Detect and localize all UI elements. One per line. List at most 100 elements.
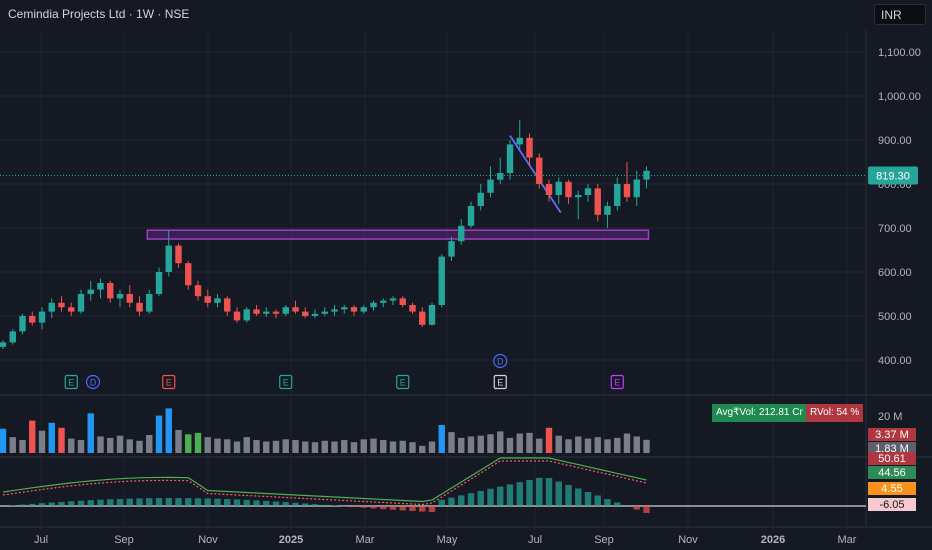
volume-bar (155, 415, 163, 453)
candle-body (194, 285, 202, 297)
candle-body (604, 206, 611, 215)
volume-bar (350, 442, 358, 453)
candle-body (614, 184, 621, 206)
macd-histogram-bar (594, 495, 601, 506)
macd-histogram-bar (107, 499, 114, 506)
last-price-label: 819.30 (876, 171, 910, 183)
candle-body (360, 307, 367, 312)
macd-histogram-bar (97, 499, 104, 506)
macd-histogram-bar (126, 498, 133, 506)
candle-body (594, 188, 601, 215)
macd-histogram-bar (380, 506, 387, 510)
earnings-marker (279, 374, 293, 390)
price-tick-label: 500.00 (878, 311, 912, 323)
candle-body (77, 294, 85, 312)
volume-bar (48, 422, 55, 453)
macd-histogram-bar (263, 500, 270, 506)
earnings-marker (64, 374, 78, 390)
time-tick-label: Jul (528, 534, 542, 546)
candle-body (302, 311, 309, 316)
volume-bar (77, 440, 85, 453)
rvol-badge: RVol: 54 % (806, 404, 864, 422)
macd-value-label: -6.05 (879, 499, 904, 511)
time-tick-label: Nov (198, 534, 218, 546)
candle-body (467, 206, 475, 226)
candle-body (263, 311, 270, 314)
candle-body (68, 307, 75, 312)
macd-histogram-bar (575, 488, 582, 506)
volume-bar (360, 439, 367, 453)
support-zone-box (146, 229, 650, 240)
volume-bar (136, 440, 143, 453)
macd-histogram-bar (146, 498, 153, 506)
candle-body (536, 157, 543, 184)
macd-histogram-bar (38, 503, 46, 506)
volume-bar (185, 434, 192, 453)
volume-bar (584, 438, 592, 453)
candle-body (87, 289, 94, 294)
volume-bar (614, 437, 621, 453)
volume-last-badge (868, 442, 916, 455)
macd-value-badge (868, 498, 916, 511)
volume-bar (126, 439, 133, 453)
volume-bar (428, 441, 436, 453)
macd-histogram-bar (224, 499, 231, 506)
candle-body (487, 179, 494, 193)
volume-bar (272, 440, 280, 453)
earnings-label: E (166, 378, 172, 388)
macd-signal-line (2, 460, 647, 506)
volume-bar (253, 440, 260, 453)
candle-body (584, 188, 592, 195)
volume-bar (214, 438, 221, 453)
macd-histogram-bar (243, 499, 250, 506)
macd-histogram-bar (497, 486, 504, 506)
candle-body (155, 272, 163, 294)
price-tick-label: 600.00 (878, 267, 912, 279)
candle-body (243, 309, 250, 321)
avg-volume-badge: Avg₹Vol: 212.81 Cr (712, 404, 807, 422)
volume-bar (448, 432, 455, 453)
candle-body (175, 245, 182, 264)
macd-histogram-bar (9, 505, 16, 506)
earnings-label: E (614, 378, 620, 388)
macd-histogram-bar (204, 498, 211, 506)
macd-histogram-bar (350, 506, 358, 508)
macd-histogram-bar (77, 500, 85, 506)
macd-histogram-bar (516, 482, 523, 506)
volume-bar (224, 439, 231, 453)
candle-body (204, 296, 211, 303)
candle-body (477, 192, 484, 206)
macd-histogram-bar (419, 506, 426, 512)
volume-bar (292, 440, 299, 453)
candle-body (419, 311, 426, 325)
price-tick-label: 400.00 (878, 355, 912, 367)
volume-high-badge (868, 428, 916, 441)
volume-bar (555, 435, 562, 453)
volume-bar (311, 442, 319, 453)
time-tick-label: Mar (356, 534, 375, 546)
time-tick-label: May (437, 534, 458, 546)
volume-bar (536, 438, 543, 453)
candle-body (331, 309, 338, 312)
macd-histogram-bar (311, 504, 319, 506)
volume-bar (38, 430, 46, 453)
macd-histogram-bar (536, 477, 543, 506)
volume-bar (409, 442, 416, 453)
candle-body (233, 311, 241, 321)
candle-body (350, 307, 358, 312)
macd-histogram-bar (68, 501, 75, 506)
candle-body (448, 241, 455, 257)
currency-selector[interactable]: INR (874, 4, 926, 25)
candle-body (214, 298, 221, 303)
macd-value-badge (868, 452, 916, 465)
macd-histogram-bar (643, 506, 650, 513)
candle-body (623, 184, 631, 198)
price-tick-label: 1,000.00 (878, 91, 921, 103)
volume-bar (604, 439, 611, 453)
volume-bar (467, 436, 475, 453)
candle-body (458, 225, 465, 242)
candle-body (38, 311, 46, 323)
macd-value-badge (868, 482, 916, 495)
earnings-marker (493, 374, 507, 390)
